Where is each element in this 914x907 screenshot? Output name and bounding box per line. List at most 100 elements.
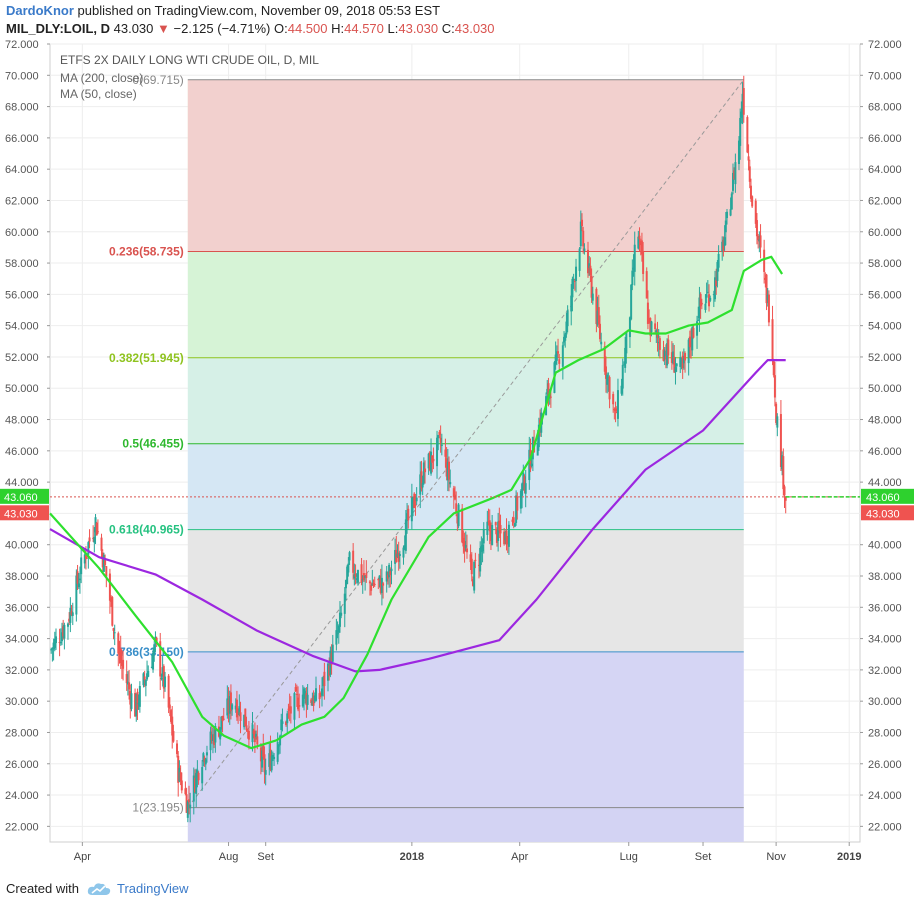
candle-body xyxy=(784,496,787,501)
y-tick-label-left: 56.000 xyxy=(5,289,39,301)
candle-body xyxy=(498,520,501,531)
candle-body xyxy=(373,583,376,585)
price-badge-left xyxy=(0,488,49,504)
candle-body xyxy=(682,358,685,364)
candle-body xyxy=(638,235,641,240)
candle-body xyxy=(751,196,754,207)
x-tick-label: Apr xyxy=(74,851,91,863)
candle-body xyxy=(60,632,63,642)
candle-body xyxy=(244,708,247,727)
candle-body xyxy=(749,185,752,199)
candle-body xyxy=(220,716,223,730)
candle-body xyxy=(306,694,309,705)
candle-body xyxy=(298,704,301,707)
candle-body xyxy=(776,416,779,428)
fib-level-label: 0.236(58.735) xyxy=(109,245,184,259)
candle-body xyxy=(288,706,291,712)
candle-body xyxy=(566,310,569,327)
price-change: −2.125 (−4.71%) xyxy=(173,21,271,36)
candle-body xyxy=(588,263,591,268)
candle-body xyxy=(590,275,593,298)
candle-body xyxy=(310,699,313,704)
candle-body xyxy=(637,236,640,249)
candle-body xyxy=(436,437,439,467)
candle-body xyxy=(360,564,363,583)
candle-body xyxy=(76,571,79,584)
candle-body xyxy=(343,593,346,614)
candle-body xyxy=(759,235,762,248)
fib-zone xyxy=(187,651,744,808)
candle-body xyxy=(723,237,726,247)
candle-body xyxy=(237,711,240,714)
candle-body xyxy=(264,770,267,775)
candle-body xyxy=(687,339,690,364)
y-tick-label-right: 52.000 xyxy=(868,352,902,364)
candle-body xyxy=(494,522,497,526)
candle-body xyxy=(365,573,368,578)
tradingview-link[interactable]: TradingView xyxy=(116,881,189,896)
candle-body xyxy=(563,336,566,343)
candle-body xyxy=(377,578,380,581)
candle-body xyxy=(75,575,78,615)
price-badge-right xyxy=(861,488,914,504)
candle-body xyxy=(506,540,509,543)
x-tick-label: 2018 xyxy=(400,851,424,863)
author-link[interactable]: DardoKnor xyxy=(6,3,74,18)
candle-body xyxy=(252,730,255,734)
candle-body xyxy=(737,140,740,165)
candle-body xyxy=(680,361,683,364)
candle-body xyxy=(335,630,338,645)
candle-body xyxy=(270,755,273,771)
x-tick-label: Nov xyxy=(766,851,786,863)
candle-body xyxy=(406,513,409,522)
ma200-line xyxy=(49,359,786,673)
y-tick-label-left: 58.000 xyxy=(5,258,39,270)
candle-body xyxy=(642,251,645,274)
candle-body xyxy=(323,671,326,687)
candle-body xyxy=(482,528,485,544)
candle-body xyxy=(600,341,603,345)
candle-body xyxy=(474,559,477,561)
candle-body xyxy=(162,666,165,689)
candle-body xyxy=(269,749,272,770)
candle-body xyxy=(639,240,642,246)
candle-body xyxy=(105,566,108,577)
candle-body xyxy=(754,200,757,224)
candle-body xyxy=(100,537,103,551)
candle-body xyxy=(164,676,167,688)
candle-body xyxy=(465,548,468,553)
candle-body xyxy=(667,339,670,356)
high-value: 44.570 xyxy=(344,21,384,36)
candle-body xyxy=(488,520,491,532)
candle-body xyxy=(213,734,216,745)
candle-body xyxy=(403,545,406,550)
candle-body xyxy=(428,452,431,471)
candle-body xyxy=(171,716,174,736)
candle-body xyxy=(730,193,733,210)
candle-body xyxy=(463,540,466,552)
candle-body xyxy=(301,694,304,707)
close-label: C: xyxy=(441,21,455,36)
fib-zone xyxy=(187,251,744,358)
candle-body xyxy=(513,523,516,527)
candle-body xyxy=(202,753,205,762)
candle-body xyxy=(764,277,767,280)
candle-body xyxy=(150,666,153,669)
candle-body xyxy=(709,297,712,301)
candle-body xyxy=(512,517,515,523)
candle-body xyxy=(681,355,684,369)
candle-body xyxy=(565,321,568,335)
y-tick-label-left: 32.000 xyxy=(5,665,39,677)
price-chart[interactable]: 0(69.715) 0.236(58.735) 0.382(51.945) 0.5(4… xyxy=(0,40,914,876)
candle-body xyxy=(83,554,86,564)
candle-body xyxy=(779,414,782,467)
y-tick-label-right: 62.000 xyxy=(868,195,902,207)
candle-body xyxy=(581,219,584,227)
candle-body xyxy=(410,497,413,522)
candle-body xyxy=(338,612,341,627)
candle-body xyxy=(143,676,146,680)
candle-body xyxy=(234,705,237,710)
candle-body xyxy=(456,514,459,524)
published-text: published on TradingView.com, November 0… xyxy=(77,3,441,18)
candle-body xyxy=(66,623,69,627)
